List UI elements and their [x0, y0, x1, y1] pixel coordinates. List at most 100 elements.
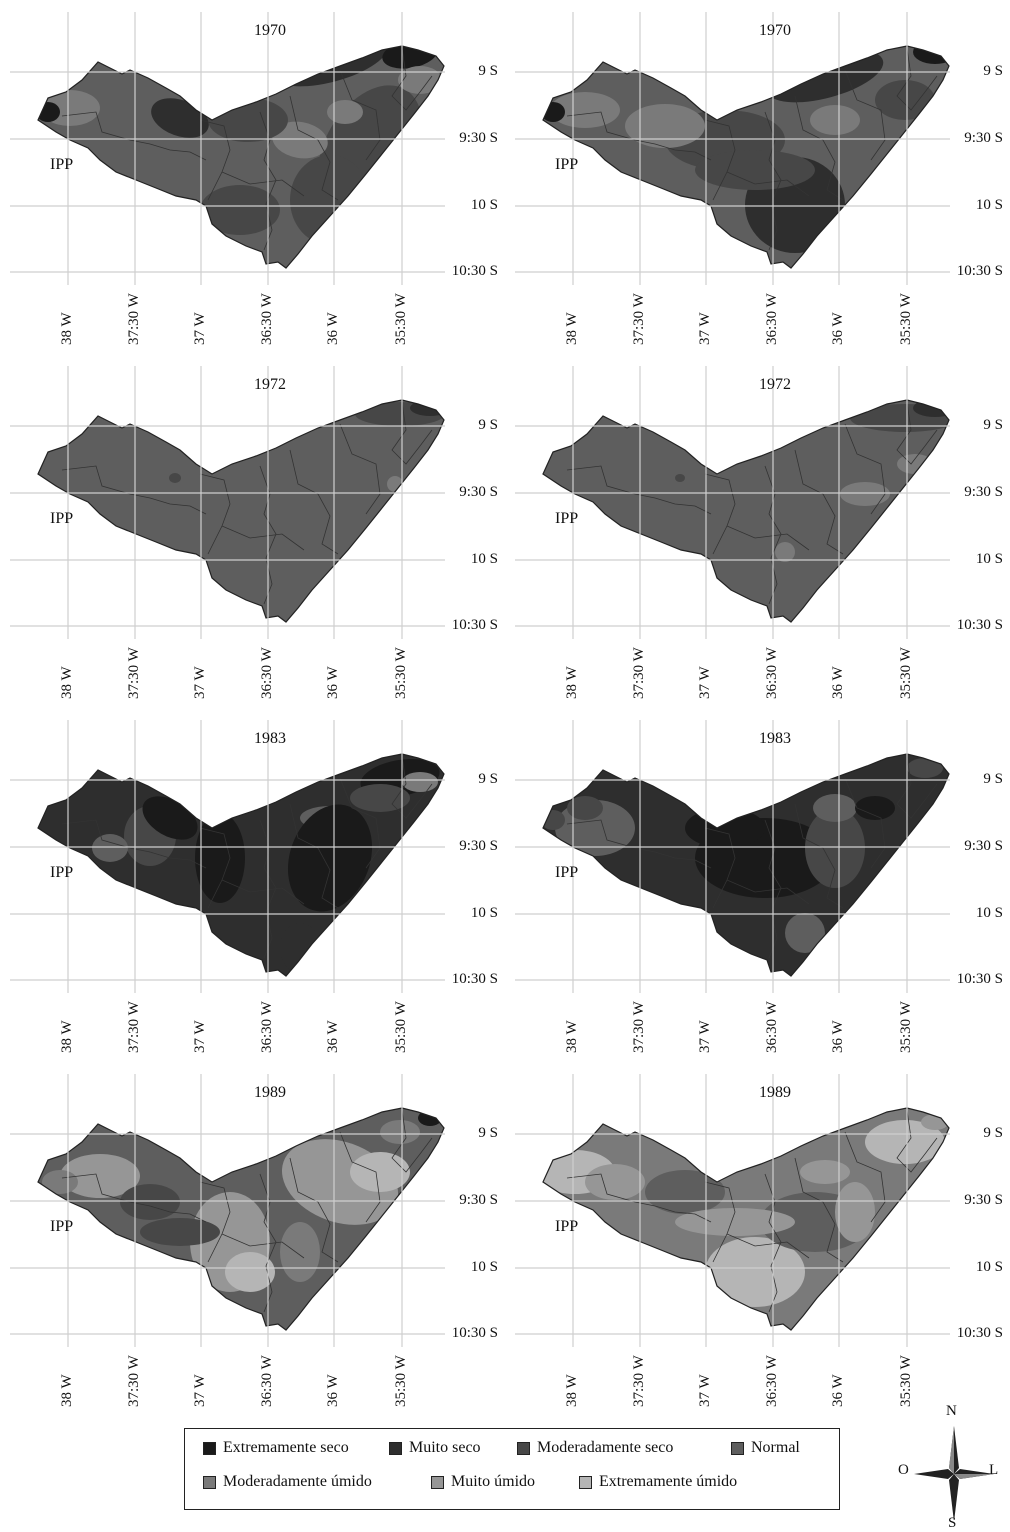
lon-tick-label: 35:30 W — [898, 647, 914, 699]
drought-zone — [785, 913, 825, 953]
municipal-boundary — [764, 819, 782, 959]
drought-zone — [675, 1208, 795, 1236]
municipal-boundary — [221, 525, 305, 551]
legend-item: Muito úmido — [431, 1473, 535, 1491]
drought-fill — [543, 46, 949, 268]
municipal-boundary — [844, 777, 886, 869]
municipal-boundary — [61, 819, 207, 869]
lat-tick-label: 9:30 S — [459, 484, 498, 500]
compass-west: O — [898, 1462, 909, 1478]
municipal-boundary — [391, 755, 433, 819]
drought-zone — [225, 1252, 275, 1292]
state-outline — [542, 753, 950, 977]
compass-south: S — [948, 1515, 957, 1531]
lat-tick-label: 10 S — [975, 905, 1003, 921]
drought-zone — [810, 105, 860, 135]
drought-zone — [907, 758, 943, 778]
drought-zone — [585, 1164, 645, 1200]
municipal-boundary — [199, 1181, 231, 1263]
panel-year: 1970 — [254, 22, 286, 39]
municipal-boundary — [764, 111, 782, 251]
lat-tick-label: 9 S — [983, 63, 1003, 79]
map-panel-p1970b: 1970 IPP 9 S 9:30 S 10 S 10:30 S 38 W 37:30 W 37… — [505, 0, 1005, 350]
municipal-boundary — [289, 1157, 339, 1263]
drought-zone — [675, 474, 685, 482]
legend-label: Moderadamente seco — [537, 1439, 674, 1456]
drought-zone — [550, 92, 620, 128]
index-label: IPP — [50, 1218, 74, 1235]
lon-tick-label: 38 W — [564, 1374, 580, 1407]
lat-tick-label: 9 S — [478, 417, 498, 433]
lon-tick-label: 36:30 W — [259, 293, 275, 345]
lon-tick-label: 35:30 W — [393, 647, 409, 699]
drought-zone — [813, 794, 857, 822]
index-label: IPP — [50, 510, 74, 527]
lon-tick-label: 35:30 W — [393, 1355, 409, 1407]
lon-tick-label: 38 W — [59, 1020, 75, 1053]
compass-north: N — [946, 1403, 957, 1419]
lon-tick-label: 37 W — [192, 312, 208, 345]
drought-zone — [865, 1120, 945, 1164]
lat-tick-label: 10:30 S — [451, 263, 498, 279]
map-p1970a — [10, 12, 445, 285]
drought-zone — [800, 1160, 850, 1184]
lat-tick-label: 10 S — [470, 1259, 498, 1275]
lat-tick-label: 10:30 S — [451, 617, 498, 633]
drought-zone — [92, 834, 128, 862]
legend-swatch — [431, 1475, 444, 1489]
lon-tick-label: 37:30 W — [126, 647, 142, 699]
drought-fill — [543, 1108, 949, 1330]
municipal-boundary — [704, 473, 736, 555]
legend-item: Moderadamente seco — [517, 1439, 673, 1457]
lon-tick-label: 36:30 W — [764, 1001, 780, 1053]
municipal-boundary — [726, 879, 810, 905]
lat-tick-label: 9:30 S — [459, 1192, 498, 1208]
municipal-boundary — [339, 1131, 381, 1223]
lat-tick-label: 9 S — [478, 771, 498, 787]
lon-tick-label: 38 W — [564, 666, 580, 699]
panel-year: 1989 — [254, 1084, 286, 1101]
lat-tick-label: 9:30 S — [964, 838, 1003, 854]
municipal-boundary — [339, 69, 381, 161]
legend-label: Extremamente seco — [223, 1439, 349, 1456]
lat-tick-label: 9:30 S — [964, 1192, 1003, 1208]
lon-tick-label: 36:30 W — [764, 293, 780, 345]
map-p1983b — [515, 720, 950, 993]
municipal-boundary — [566, 111, 712, 161]
drought-zone — [60, 1154, 140, 1198]
map-panel-p1989a: 1989 IPP 9 S 9:30 S 10 S 10:30 S 38 W 37:30 W 37… — [0, 1062, 500, 1412]
state-outline — [542, 45, 950, 269]
lat-tick-label: 9:30 S — [459, 130, 498, 146]
map-p1972a — [10, 366, 445, 639]
municipal-boundary — [289, 449, 339, 555]
drought-zone — [418, 1110, 442, 1126]
compass-rose: N O L S — [892, 1403, 1002, 1531]
municipal-boundary — [896, 47, 938, 111]
lon-tick-label: 36:30 W — [764, 647, 780, 699]
municipal-boundary — [726, 171, 810, 197]
lon-tick-label: 38 W — [59, 666, 75, 699]
panel-year: 1989 — [759, 1084, 791, 1101]
legend-label: Normal — [751, 1439, 800, 1456]
municipal-boundary — [221, 171, 305, 197]
municipal-boundary — [199, 473, 231, 555]
lon-tick-label: 36 W — [325, 666, 341, 699]
lon-tick-label: 38 W — [564, 312, 580, 345]
drought-fill — [38, 754, 444, 976]
municipal-boundary — [794, 803, 844, 909]
lon-tick-label: 36 W — [830, 1374, 846, 1407]
lat-tick-label: 9 S — [983, 1125, 1003, 1141]
municipal-boundary — [794, 95, 844, 201]
legend-item: Extremamente seco — [203, 1439, 349, 1457]
map-p1989a — [10, 1074, 445, 1347]
municipal-boundary — [339, 777, 381, 869]
lon-tick-label: 36:30 W — [259, 647, 275, 699]
lon-tick-label: 37 W — [697, 1374, 713, 1407]
lon-tick-label: 37 W — [697, 666, 713, 699]
drought-zone — [840, 482, 890, 506]
lon-tick-label: 37 W — [192, 1374, 208, 1407]
drought-fill — [38, 46, 444, 268]
lon-tick-label: 37:30 W — [631, 293, 647, 345]
drought-zone — [280, 923, 320, 973]
municipal-boundary — [61, 1173, 207, 1223]
